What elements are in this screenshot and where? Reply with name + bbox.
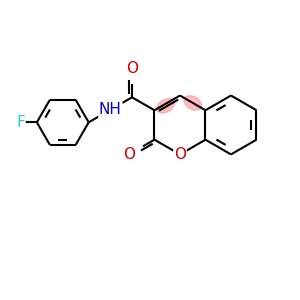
- Text: NH: NH: [99, 102, 122, 117]
- Text: O: O: [124, 147, 136, 162]
- Text: F: F: [16, 115, 25, 130]
- Text: O: O: [126, 61, 138, 76]
- Ellipse shape: [157, 99, 175, 113]
- Text: O: O: [174, 147, 186, 162]
- Ellipse shape: [184, 96, 202, 110]
